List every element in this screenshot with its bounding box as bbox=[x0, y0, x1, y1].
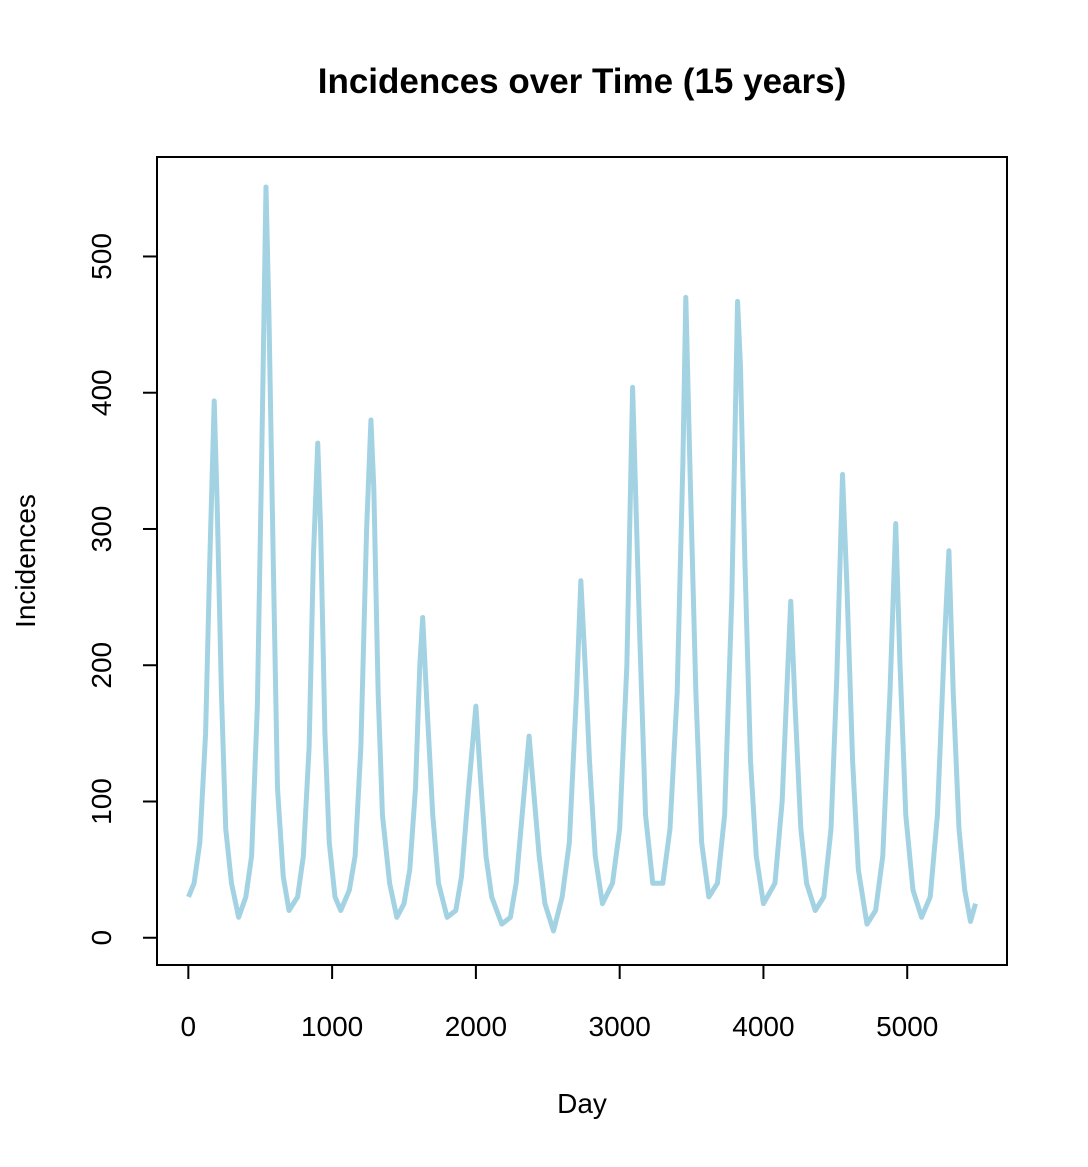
y-tick-label: 300 bbox=[86, 506, 117, 553]
x-tick-label: 5000 bbox=[876, 1011, 938, 1042]
x-axis-label: Day bbox=[557, 1088, 607, 1119]
data-line bbox=[186, 184, 978, 934]
x-tick-label: 0 bbox=[181, 1011, 197, 1042]
y-tick-label: 200 bbox=[86, 642, 117, 689]
x-tick-label: 1000 bbox=[301, 1011, 363, 1042]
y-tick-label: 0 bbox=[86, 930, 117, 946]
x-tick-label: 2000 bbox=[445, 1011, 507, 1042]
y-tick-label: 400 bbox=[86, 369, 117, 416]
y-axis-label: Incidences bbox=[10, 494, 41, 628]
y-tick-label: 500 bbox=[86, 233, 117, 280]
y-tick-label: 100 bbox=[86, 778, 117, 825]
x-tick-label: 4000 bbox=[732, 1011, 794, 1042]
x-tick-label: 3000 bbox=[589, 1011, 651, 1042]
plot-box bbox=[156, 156, 1008, 966]
chart-title: Incidences over Time (15 years) bbox=[318, 62, 847, 101]
